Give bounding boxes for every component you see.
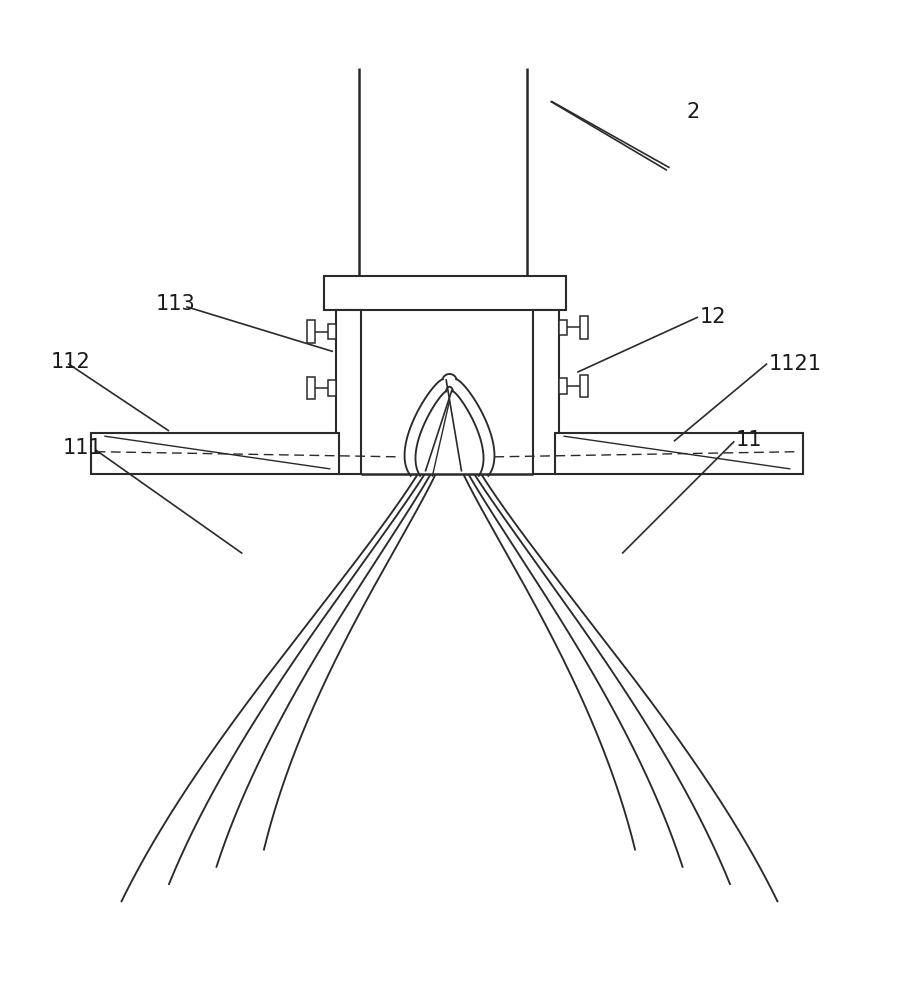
Text: 113: 113 — [156, 294, 196, 314]
Text: 1121: 1121 — [769, 354, 822, 374]
Text: 12: 12 — [699, 307, 726, 327]
Bar — [307, 320, 315, 343]
Bar — [328, 438, 335, 453]
Bar — [580, 375, 588, 397]
Text: 111: 111 — [63, 438, 102, 458]
Bar — [580, 316, 588, 339]
Bar — [307, 377, 315, 399]
Text: 2: 2 — [686, 102, 699, 122]
Bar — [555, 433, 804, 474]
Bar — [307, 434, 315, 457]
Bar — [92, 433, 339, 474]
Bar — [533, 310, 559, 474]
Text: 11: 11 — [736, 430, 762, 450]
Bar — [580, 435, 588, 458]
Bar — [559, 439, 567, 454]
Bar — [328, 324, 335, 339]
Bar — [325, 276, 566, 310]
Bar — [559, 320, 567, 335]
Bar — [559, 378, 567, 394]
Bar — [335, 310, 361, 474]
Text: 112: 112 — [50, 352, 91, 372]
Bar — [328, 380, 335, 396]
